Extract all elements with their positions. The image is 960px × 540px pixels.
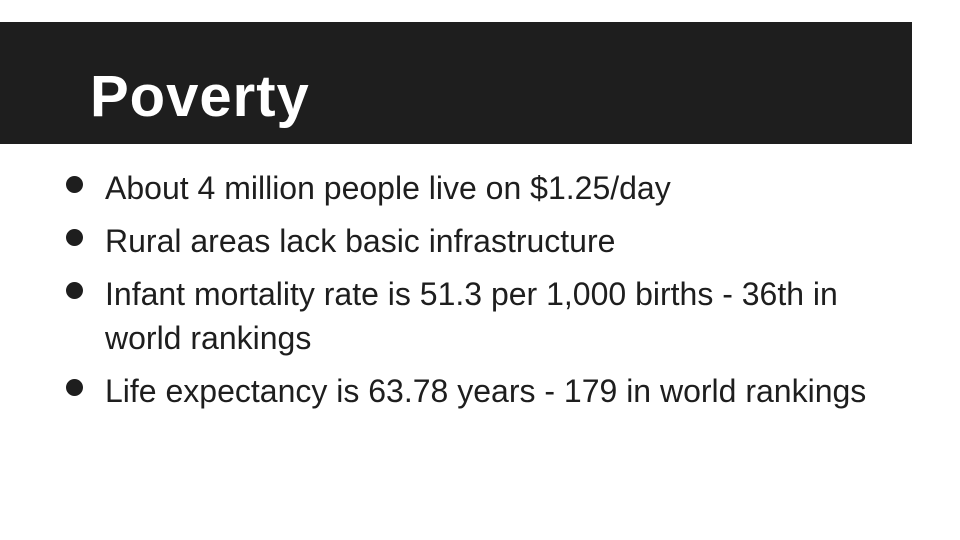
bullet-item: About 4 million people live on $1.25/day: [66, 166, 906, 210]
title-bar: [0, 22, 912, 144]
bullet-dot-icon: [66, 176, 83, 193]
bullet-text: Life expectancy is 63.78 years - 179 in …: [105, 373, 867, 409]
bullet-item: Rural areas lack basic infrastructure: [66, 219, 906, 263]
bullet-dot-icon: [66, 379, 83, 396]
bullet-text: Rural areas lack basic infrastructure: [105, 223, 616, 259]
bullet-dot-icon: [66, 229, 83, 246]
bullet-item: Infant mortality rate is 51.3 per 1,000 …: [66, 272, 906, 360]
slide-title: Poverty: [90, 64, 310, 129]
bullet-text: Infant mortality rate is 51.3 per 1,000 …: [105, 276, 838, 356]
bullet-text: About 4 million people live on $1.25/day: [105, 170, 671, 206]
bullet-item: Life expectancy is 63.78 years - 179 in …: [66, 369, 906, 413]
bullet-dot-icon: [66, 282, 83, 299]
bullet-list: About 4 million people live on $1.25/day…: [66, 166, 906, 422]
